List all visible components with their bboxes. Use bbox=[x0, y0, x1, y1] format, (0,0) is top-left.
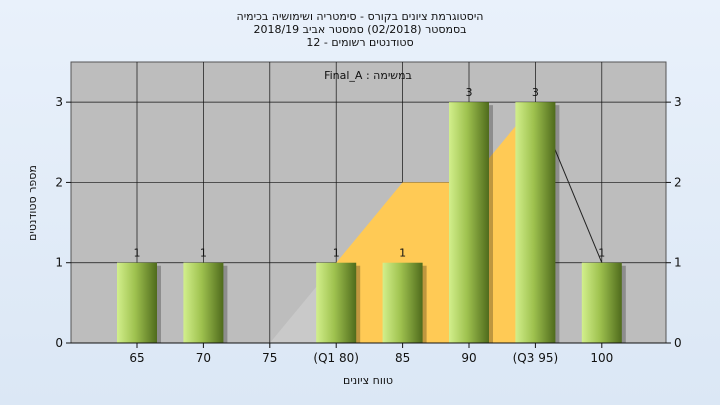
x-tick-label: 75 bbox=[262, 351, 277, 365]
chart-title-line-3: סטודנטים רשומים - 12 bbox=[306, 36, 414, 49]
y-tick-label-left: 1 bbox=[55, 256, 63, 270]
bar bbox=[117, 262, 157, 343]
y-tick-label-left: 0 bbox=[55, 336, 63, 350]
bar bbox=[581, 262, 622, 343]
data-label: 1 bbox=[598, 247, 605, 260]
x-tick-label: 90 bbox=[461, 351, 476, 365]
data-label: 1 bbox=[399, 247, 406, 260]
x-tick-label: 65 bbox=[129, 351, 144, 365]
chart-subtitle: במשימה : Final_A bbox=[324, 69, 412, 82]
data-label: 3 bbox=[466, 86, 473, 99]
chart-title-line-1: היסטוגרמת ציונים בקורס - סימטריה ושימושי… bbox=[236, 10, 484, 23]
chart-title-line-2: בסמסטר (02/2018) סמסטר אביב 2018/19 bbox=[253, 23, 467, 36]
x-tick-label: (Q3 95) bbox=[513, 351, 559, 365]
y-tick-label-right: 1 bbox=[674, 256, 682, 270]
x-tick-label: 70 bbox=[196, 351, 211, 365]
x-tick-label: 85 bbox=[395, 351, 410, 365]
bar bbox=[515, 102, 556, 344]
data-label: 1 bbox=[134, 247, 141, 260]
bar bbox=[316, 262, 357, 343]
data-label: 3 bbox=[532, 86, 539, 99]
bar bbox=[382, 262, 423, 343]
y-tick-label-right: 0 bbox=[674, 336, 682, 350]
y-tick-label-left: 2 bbox=[55, 175, 63, 189]
bar bbox=[183, 262, 224, 343]
data-label: 1 bbox=[200, 247, 207, 260]
y-axis-label: מספר סטודנטים bbox=[26, 165, 39, 241]
data-label: 1 bbox=[333, 247, 340, 260]
chart-title: היסטוגרמת ציונים בקורס - סימטריה ושימושי… bbox=[0, 10, 720, 49]
y-tick-label-right: 2 bbox=[674, 175, 682, 189]
y-tick-label-right: 3 bbox=[674, 95, 682, 109]
y-tick-label-left: 3 bbox=[55, 95, 63, 109]
x-tick-label: 100 bbox=[590, 351, 613, 365]
bar bbox=[449, 102, 489, 344]
x-axis-label: טווח ציונים bbox=[343, 374, 393, 387]
x-tick-label: (Q1 80) bbox=[313, 351, 359, 365]
